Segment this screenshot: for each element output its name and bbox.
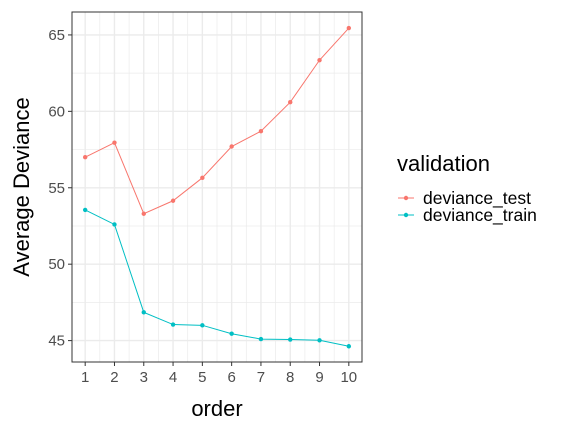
x-tick-label: 2 (110, 369, 118, 386)
data-point-deviance_train (229, 331, 234, 336)
x-tick-label: 3 (140, 369, 148, 386)
data-point-deviance_train (112, 222, 117, 227)
data-point-deviance_test (288, 99, 293, 105)
x-tick-label: 6 (227, 369, 235, 386)
x-tick-label: 9 (315, 369, 323, 386)
data-point-deviance_test (229, 144, 234, 149)
legend-key-point (403, 195, 409, 201)
x-axis-title: order (191, 396, 242, 421)
data-point-deviance_train (170, 322, 176, 327)
series-layer (82, 25, 352, 349)
y-tick-label: 65 (48, 27, 65, 44)
x-tick-label: 4 (169, 369, 177, 386)
plot-panel (71, 11, 363, 363)
series-line-deviance_test (84, 27, 350, 215)
y-tick-label: 50 (48, 256, 65, 273)
data-point-deviance_train (258, 336, 264, 342)
x-axis: 1 2 3 4 5 6 7 8 9 10 (81, 362, 357, 386)
x-tick-label: 10 (340, 369, 357, 386)
x-tick-label: 1 (81, 369, 89, 386)
legend-key-point (403, 212, 409, 218)
data-point-deviance_train (82, 207, 88, 213)
data-point-deviance_train (200, 323, 205, 328)
data-point-deviance_train (141, 310, 146, 315)
data-point-deviance_test (82, 154, 88, 160)
y-tick-label: 60 (48, 103, 65, 120)
data-point-deviance_test (200, 175, 205, 181)
major-gridlines (72, 12, 362, 362)
legend-title: validation (397, 151, 490, 176)
data-point-deviance_test (112, 140, 117, 145)
x-tick-label: 7 (257, 369, 265, 386)
legend-label: deviance_train (423, 205, 537, 226)
y-axis: 45 50 55 60 65 (48, 27, 72, 350)
y-tick-label: 45 (48, 333, 65, 350)
minor-gridlines (72, 12, 362, 362)
panel-border (71, 11, 363, 363)
x-tick-label: 5 (198, 369, 206, 386)
x-tick-label: 8 (286, 369, 294, 386)
data-point-deviance_test (141, 211, 146, 216)
data-point-deviance_train (288, 337, 293, 342)
data-point-deviance_test (170, 198, 176, 203)
legend-label: deviance_test (423, 188, 531, 209)
data-point-deviance_train (346, 344, 352, 349)
y-axis-title: Average Deviance (9, 97, 34, 276)
series-line-deviance_train (84, 209, 349, 347)
y-tick-label: 55 (48, 180, 65, 197)
data-point-deviance_test (317, 57, 322, 63)
data-point-deviance_train (317, 338, 322, 343)
data-point-deviance_test (346, 25, 352, 31)
data-point-deviance_test (258, 129, 264, 134)
